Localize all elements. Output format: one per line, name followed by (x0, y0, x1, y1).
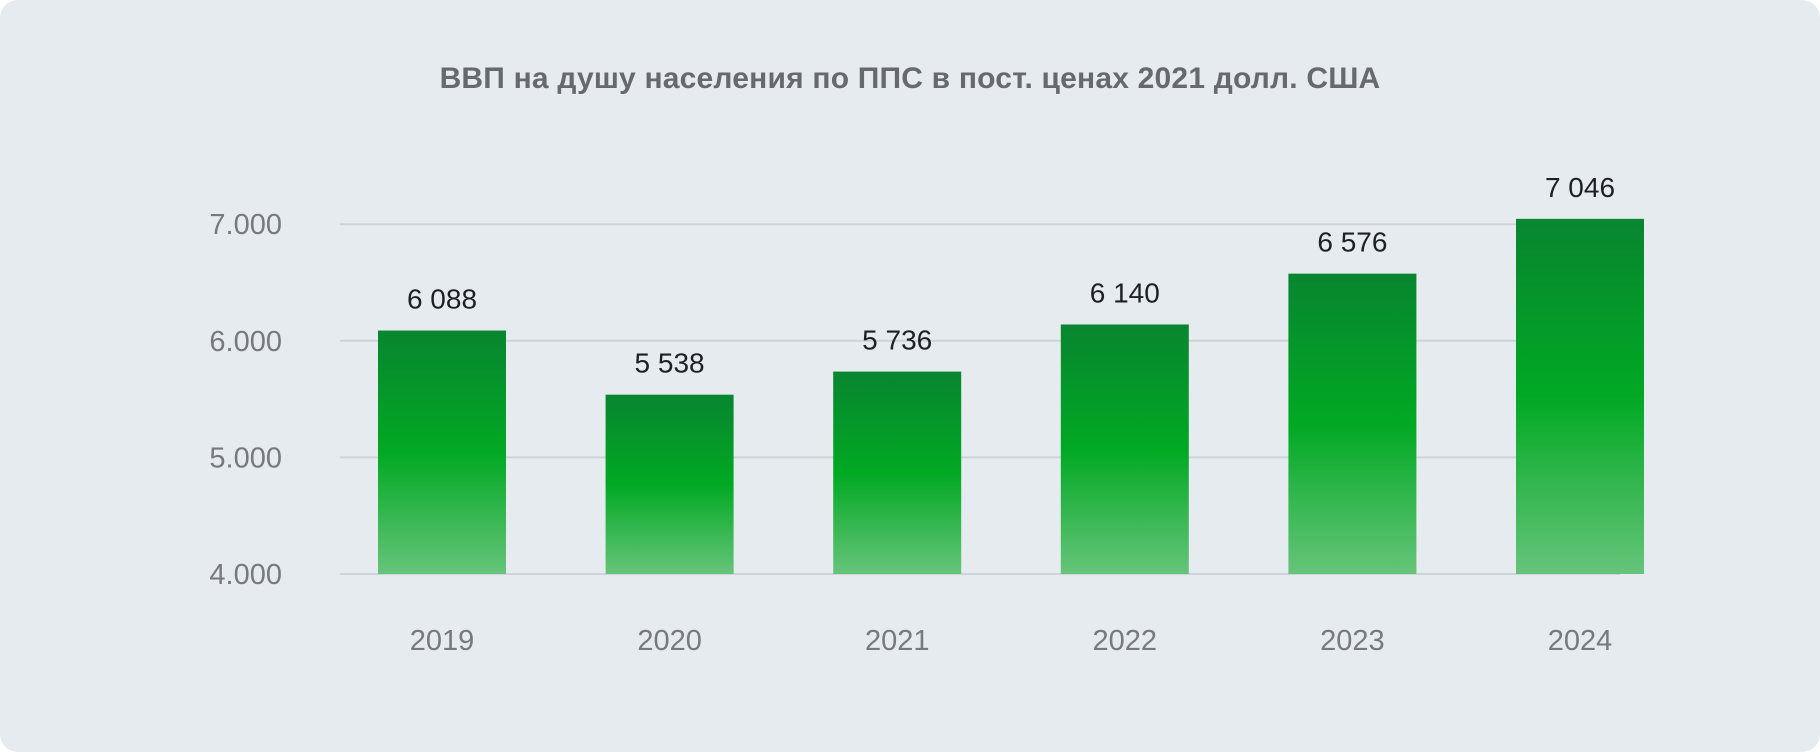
bar-2020 (605, 394, 734, 574)
data-label-2021: 5 736 (862, 325, 932, 356)
data-label-2023: 6 576 (1317, 227, 1387, 258)
data-label-2024: 7 046 (1545, 172, 1615, 203)
category-label-2021: 2021 (865, 625, 930, 657)
bar-2019 (378, 330, 506, 574)
data-labels: 6 088 5 538 5 736 6 140 6 576 7 046 (407, 172, 1615, 379)
y-tick-label: 4.000 (209, 559, 282, 591)
bar-2024 (1516, 218, 1644, 574)
bars (378, 218, 1644, 574)
category-label-2022: 2022 (1093, 625, 1158, 657)
category-label-2023: 2023 (1320, 625, 1385, 657)
data-label-2019: 6 088 (407, 284, 477, 315)
data-label-2020: 5 538 (635, 348, 705, 379)
category-label-2024: 2024 (1548, 625, 1613, 657)
bar-2023 (1288, 273, 1417, 574)
y-tick-label: 5.000 (209, 442, 282, 474)
y-axis-ticks: 4.000 5.000 6.000 7.000 (209, 209, 282, 591)
y-tick-label: 7.000 (209, 209, 282, 241)
grid-lines (340, 223, 1620, 575)
y-tick-label: 6.000 (209, 326, 282, 358)
category-label-2020: 2020 (637, 625, 702, 657)
category-label-2019: 2019 (410, 625, 475, 657)
bar-2022 (1060, 324, 1189, 574)
chart-title: ВВП на душу населения по ППС в пост. цен… (439, 62, 1381, 95)
bar-2021 (833, 371, 962, 574)
data-label-2022: 6 140 (1090, 277, 1160, 308)
x-axis-categories: 2019 2020 2021 2022 2023 2024 (410, 625, 1613, 657)
